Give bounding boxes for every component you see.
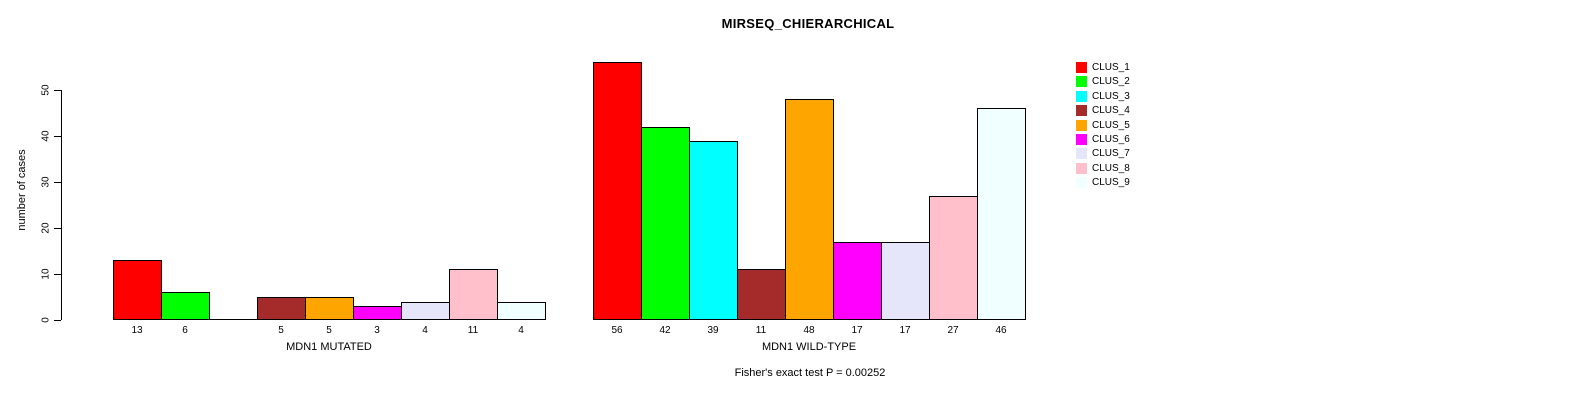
legend-label: CLUS_1 — [1092, 62, 1130, 73]
y-axis-line — [61, 90, 62, 320]
y-tick-label: 50 — [40, 84, 52, 96]
legend-swatch-clus_1 — [1076, 62, 1087, 73]
bar-value-label: 5 — [326, 325, 332, 336]
x-axis-label: MDN1 MUTATED — [286, 341, 372, 353]
y-tick — [54, 274, 61, 275]
bar-value-label: 39 — [707, 325, 719, 336]
y-tick-label: 10 — [40, 268, 52, 280]
bar-value-label: 13 — [131, 325, 143, 336]
legend-label: CLUS_4 — [1092, 105, 1130, 117]
legend-swatch-clus_4 — [1076, 105, 1087, 117]
fisher-test-annotation: Fisher's exact test P = 0.00252 — [734, 367, 886, 379]
bar-clus_3 — [689, 141, 738, 320]
legend-label: CLUS_8 — [1092, 162, 1130, 174]
x-axis-label: MDN1 WILD-TYPE — [761, 341, 857, 353]
y-tick-label: 30 — [40, 176, 52, 188]
legend-label: CLUS_3 — [1092, 90, 1130, 102]
bar-clus_9 — [977, 108, 1026, 320]
bar-value-label: 4 — [518, 325, 524, 336]
bar-value-label: 42 — [659, 325, 671, 336]
legend-swatch-clus_2 — [1076, 76, 1087, 88]
bar-clus_6 — [833, 242, 882, 320]
bar-value-label: 4 — [422, 325, 428, 336]
legend-swatch-clus_5 — [1076, 119, 1087, 131]
bar-value-label: 17 — [899, 325, 911, 336]
legend-label: CLUS_6 — [1092, 134, 1130, 145]
bar-clus_5 — [305, 297, 354, 320]
y-tick-label: 0 — [40, 317, 52, 323]
bar-clus_7 — [401, 302, 450, 320]
bar-value-label: 3 — [374, 325, 380, 336]
legend-label: CLUS_9 — [1092, 177, 1130, 189]
legend-swatch-clus_7 — [1076, 148, 1087, 160]
bar-clus_1 — [113, 260, 162, 320]
legend-swatch-clus_9 — [1076, 177, 1087, 189]
bar-clus_8 — [929, 196, 978, 320]
bar-value-label: 27 — [947, 325, 959, 336]
y-tick — [54, 136, 61, 137]
bar-value-label: 11 — [755, 325, 767, 336]
y-tick — [54, 320, 61, 321]
bar-clus_9 — [497, 302, 546, 320]
y-tick-label: 20 — [40, 222, 52, 234]
bar-clus_4 — [257, 297, 306, 320]
bar-clus_8 — [449, 269, 498, 320]
bar-value-label: 6 — [182, 325, 188, 336]
legend-swatch-clus_8 — [1076, 162, 1087, 174]
bar-value-label: 56 — [611, 325, 623, 336]
legend-label: CLUS_5 — [1092, 119, 1130, 131]
y-axis-title: number of cases — [16, 149, 28, 231]
chart-title: MIRSEQ_CHIERARCHICAL — [721, 16, 895, 31]
bar-clus_2 — [161, 292, 210, 320]
bar-value-label: 11 — [467, 325, 479, 336]
bar-clus_4 — [737, 269, 786, 320]
y-tick — [54, 90, 61, 91]
bar-clus_3-zero — [209, 319, 258, 320]
y-tick — [54, 182, 61, 183]
bar-clus_5 — [785, 99, 834, 320]
legend-label: CLUS_7 — [1092, 148, 1130, 160]
bar-value-label: 5 — [278, 325, 284, 336]
bar-value-label: 48 — [803, 325, 815, 336]
y-tick — [54, 228, 61, 229]
bar-clus_2 — [641, 127, 690, 320]
legend-swatch-clus_3 — [1076, 90, 1087, 102]
bar-clus_1 — [593, 62, 642, 320]
bar-clus_6 — [353, 306, 402, 320]
bar-value-label: 17 — [851, 325, 863, 336]
legend-swatch-clus_6 — [1076, 134, 1087, 145]
bar-value-label: 46 — [995, 325, 1007, 336]
bar-clus_7 — [881, 242, 930, 320]
y-tick-label: 40 — [40, 130, 52, 142]
legend-label: CLUS_2 — [1092, 76, 1130, 88]
